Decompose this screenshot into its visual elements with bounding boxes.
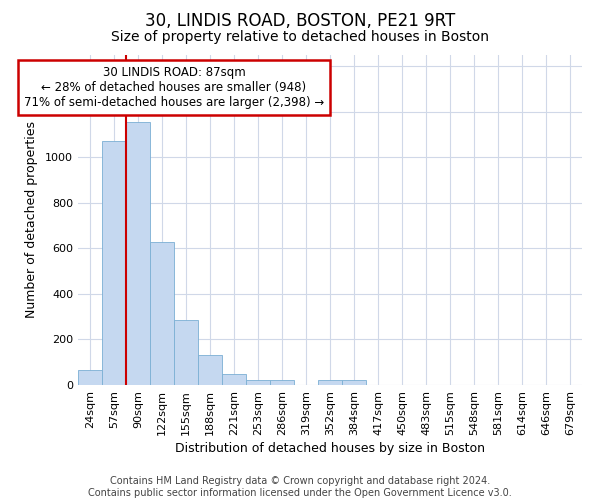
- Text: 30, LINDIS ROAD, BOSTON, PE21 9RT: 30, LINDIS ROAD, BOSTON, PE21 9RT: [145, 12, 455, 30]
- Bar: [198, 356, 222, 385]
- Text: 30 LINDIS ROAD: 87sqm
← 28% of detached houses are smaller (948)
71% of semi-det: 30 LINDIS ROAD: 87sqm ← 28% of detached …: [24, 66, 324, 110]
- Bar: [222, 374, 246, 385]
- Text: Size of property relative to detached houses in Boston: Size of property relative to detached ho…: [111, 30, 489, 44]
- Bar: [342, 380, 366, 385]
- Bar: [150, 242, 174, 385]
- Bar: [246, 380, 270, 385]
- Bar: [318, 380, 342, 385]
- Bar: [102, 142, 126, 385]
- X-axis label: Distribution of detached houses by size in Boston: Distribution of detached houses by size …: [175, 442, 485, 455]
- Y-axis label: Number of detached properties: Number of detached properties: [25, 122, 38, 318]
- Bar: [78, 370, 102, 385]
- Bar: [126, 122, 150, 385]
- Bar: [174, 320, 198, 385]
- Text: Contains HM Land Registry data © Crown copyright and database right 2024.
Contai: Contains HM Land Registry data © Crown c…: [88, 476, 512, 498]
- Bar: [270, 380, 294, 385]
